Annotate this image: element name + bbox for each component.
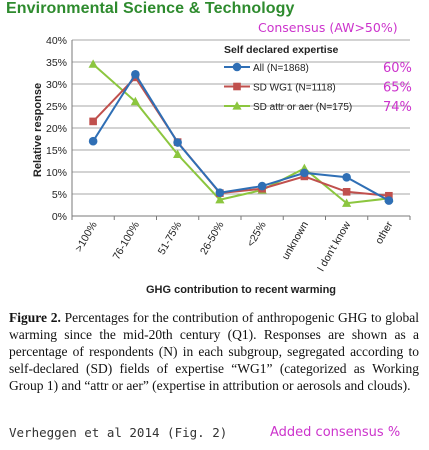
data-point — [342, 198, 352, 207]
y-tick-label: 20% — [46, 123, 67, 135]
x-tick-labels: >100% 76-100% 51-75% 26-50% <25% unknown I don… — [73, 219, 396, 274]
x-tick-label: unknown — [280, 219, 311, 262]
data-point — [131, 70, 140, 79]
series-group — [88, 59, 394, 207]
legend-marker — [232, 101, 242, 110]
added-consensus-note: Added consensus % — [270, 425, 401, 440]
chart-gridlines — [72, 39, 410, 195]
data-point — [342, 172, 351, 182]
chart-axes — [71, 40, 411, 220]
caption-text: Percentages for the contribution of anth… — [9, 310, 419, 393]
data-point — [130, 96, 140, 106]
data-point — [342, 188, 351, 196]
x-tick-label: other — [373, 219, 396, 246]
data-point — [88, 59, 98, 68]
x-tick-label: I don't know — [315, 219, 353, 274]
x-tick-label: 76-100% — [111, 220, 142, 262]
data-point — [173, 149, 183, 158]
series-line — [92, 63, 389, 205]
figure-caption: Figure 2. Percentages for the contributi… — [9, 309, 419, 394]
y-tick-label: 30% — [46, 79, 67, 91]
y-axis-label: Relative response — [32, 83, 44, 177]
y-tick-labels: 0% 5% 10% 15% 20% 25% 30% 35% 40% — [46, 35, 67, 223]
x-tick-label: 51-75% — [156, 220, 184, 257]
x-tick-label: 26-50% — [198, 220, 226, 257]
legend-label: All (N=1868) — [253, 63, 309, 74]
y-tick-label: 0% — [52, 211, 67, 223]
y-tick-label: 25% — [46, 101, 67, 113]
consensus-percent: 65% — [383, 81, 412, 96]
x-axis-label: GHG contribution to recent warming — [146, 284, 336, 296]
legend-label: SD attr or aer (N=175) — [253, 102, 352, 113]
data-point — [215, 188, 225, 197]
caption-label: Figure 2. — [9, 310, 61, 325]
consensus-heading: Consensus (AW>50%) — [258, 20, 398, 35]
x-tick-label: >100% — [73, 220, 100, 255]
line-chart: 0% 5% 10% 15% 20% 25% 30% 35% 40% >100% 76-100% 51… — [32, 35, 412, 296]
y-tick-label: 35% — [46, 57, 67, 69]
y-tick-label: 40% — [46, 35, 67, 47]
legend-marker — [232, 62, 242, 72]
legend-label: SD WG1 (N=1118) — [253, 83, 336, 94]
series-line — [92, 75, 389, 197]
consensus-percent: 60% — [383, 61, 412, 76]
data-point — [173, 138, 182, 147]
data-point — [300, 168, 309, 178]
legend-title: Self declared expertise — [224, 44, 339, 56]
series-line — [92, 72, 390, 202]
consensus-percent: 74% — [383, 100, 412, 115]
data-point — [384, 196, 394, 205]
y-tick-label: 10% — [46, 167, 67, 179]
journal-title: Environmental Science & Technology — [6, 0, 295, 17]
chart-legend: Self declared expertise All (N=1868) 60% SD… — [224, 44, 412, 115]
series-group — [88, 70, 394, 205]
data-point — [257, 181, 267, 191]
y-tick-label: 5% — [52, 189, 67, 201]
data-point — [88, 136, 98, 146]
data-point — [385, 191, 393, 200]
y-tick-label: 15% — [46, 145, 67, 157]
x-tick-label: <25% — [245, 220, 269, 250]
data-point — [215, 194, 225, 204]
chart-series — [88, 59, 394, 207]
legend-marker — [233, 82, 241, 91]
source-citation: Verheggen et al 2014 (Fig. 2) — [9, 425, 228, 440]
data-point — [89, 117, 97, 126]
